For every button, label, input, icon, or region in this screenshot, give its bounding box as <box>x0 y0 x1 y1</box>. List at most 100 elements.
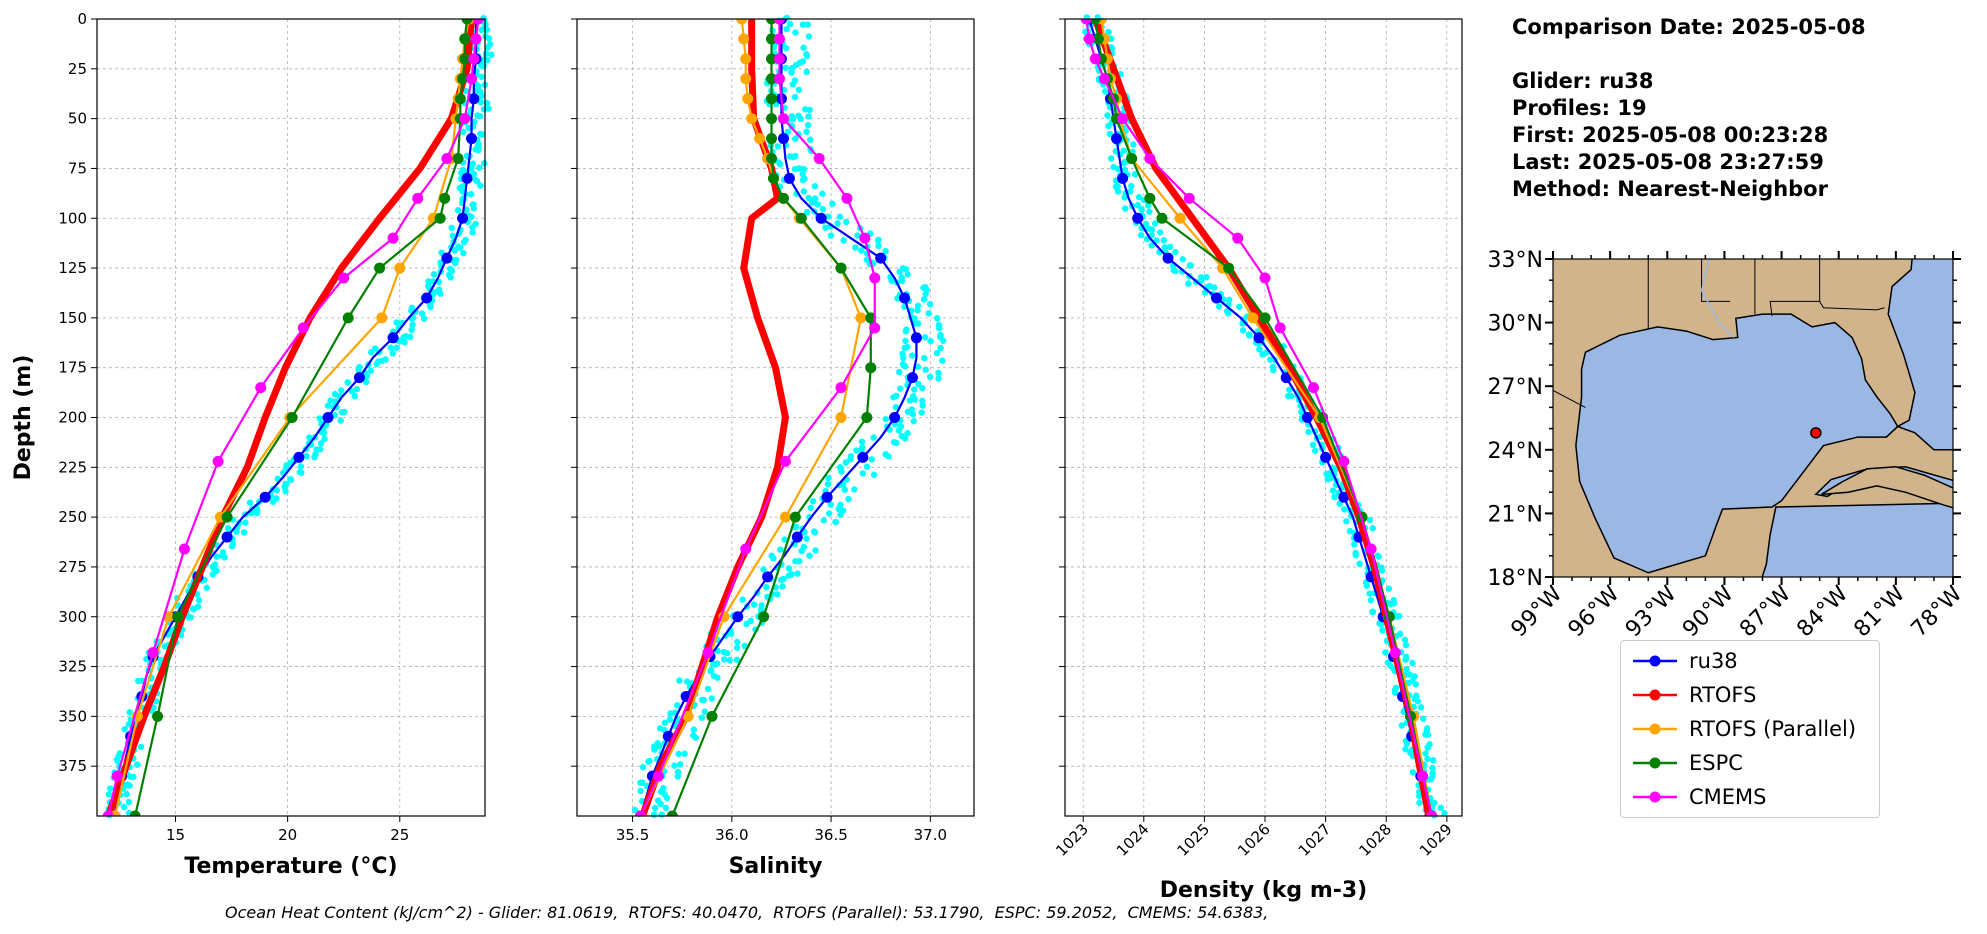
series-point <box>412 192 424 204</box>
glider-profile-point <box>805 113 812 120</box>
glider-profile-point <box>351 392 359 400</box>
series-point <box>441 252 453 264</box>
glider-profile-point <box>348 388 356 395</box>
glider-profile-point <box>841 486 848 493</box>
series-point <box>738 33 750 45</box>
glider-profile-point <box>698 714 705 721</box>
series-point <box>212 455 224 467</box>
glider-profile-point <box>1108 155 1115 162</box>
glider-profile-point <box>1131 171 1139 178</box>
glider-profile-point <box>430 271 438 278</box>
series-point <box>746 113 758 125</box>
glider-profile-point <box>714 660 721 667</box>
series-point <box>821 491 833 503</box>
lon-tick-label: 78°W <box>1907 581 1968 642</box>
glider-profile-point <box>213 553 220 560</box>
glider-profile-point <box>1424 731 1432 739</box>
series-point <box>773 33 785 45</box>
series-point <box>754 133 766 145</box>
glider-profile-point <box>488 51 495 58</box>
glider-profile-point <box>890 394 897 401</box>
glider-profile-point <box>662 804 669 811</box>
series-point <box>461 19 473 25</box>
series-point <box>815 212 827 224</box>
glider-profile-point <box>788 571 795 578</box>
legend-label: ESPC <box>1689 751 1743 775</box>
glider-profile-point <box>676 677 683 684</box>
glider-profile-point <box>475 147 482 154</box>
glider-profile-point <box>807 504 814 511</box>
series-point <box>795 212 807 224</box>
glider-profile-point <box>123 790 130 798</box>
glider-profile-point <box>637 787 644 795</box>
glider-profile-point <box>726 657 733 664</box>
glider-profile-point <box>807 136 814 143</box>
series-point <box>652 770 664 782</box>
series-cmems <box>635 19 881 816</box>
series-point <box>869 322 881 334</box>
series-point <box>1089 53 1101 65</box>
glider-profile-point <box>902 337 909 345</box>
series-point <box>758 611 770 623</box>
glider-profile-point <box>1356 560 1363 567</box>
glider-profile-point <box>297 463 305 470</box>
lon-tick-label: 81°W <box>1849 581 1910 642</box>
series-point <box>1426 810 1438 816</box>
glider-profile-point <box>116 750 124 757</box>
glider-profile-point <box>854 232 861 239</box>
x-tick-label: 1028 <box>1355 820 1395 860</box>
glider-profile-point <box>882 415 889 423</box>
glider-profile-point <box>851 486 858 493</box>
glider-profile-point <box>373 360 380 368</box>
y-tick-label: 100 <box>58 209 87 227</box>
glider-profile-point <box>1409 659 1416 667</box>
glider-profile-point <box>1104 112 1111 119</box>
glider-profile-point <box>105 791 113 798</box>
glider-profile-point <box>1179 256 1186 263</box>
glider-profile-point <box>282 480 289 487</box>
series-point <box>740 543 752 555</box>
lat-tick-label: 24°N <box>1488 439 1543 464</box>
series-rtofs <box>104 19 476 816</box>
glider-profile-point <box>479 131 486 138</box>
series-point <box>1117 172 1129 184</box>
glider-profile-point <box>800 165 807 173</box>
y-tick-label: 0 <box>77 10 87 28</box>
series-point <box>1098 73 1110 85</box>
series-point <box>789 511 801 523</box>
legend-label: RTOFS (Parallel) <box>1689 717 1857 741</box>
lat-tick-label: 33°N <box>1488 248 1543 273</box>
glider-profile-point <box>868 456 876 463</box>
x-tick-label: 35.5 <box>616 826 649 844</box>
glider-profile-point <box>820 517 827 524</box>
glider-profile-point <box>858 438 866 445</box>
glider-profile-point <box>870 434 877 441</box>
glider-profile-point <box>448 224 455 232</box>
glider-profile-point <box>934 314 941 322</box>
lat-tick-label: 30°N <box>1488 312 1543 337</box>
glider-profile-point <box>1429 764 1436 772</box>
x-axis-label: Salinity <box>729 854 823 879</box>
glider-profile-point <box>338 409 346 416</box>
glider-profile-point <box>221 554 228 561</box>
glider-profile-point <box>1215 303 1223 310</box>
glider-profile-point <box>469 224 476 231</box>
glider-profile-point <box>892 404 900 411</box>
y-tick-label: 325 <box>58 658 87 676</box>
glider-profile-point <box>1343 518 1350 525</box>
series-espc <box>666 19 877 816</box>
glider-profile-point <box>704 685 712 693</box>
glider-profile-point <box>187 614 194 621</box>
glider-profile-point <box>804 21 811 28</box>
glider-profile-point <box>919 384 926 392</box>
glider-profile-point <box>1153 237 1160 244</box>
panel-1: 35.5 36.0 36.5 37.0 Salinity <box>571 14 975 879</box>
glider-profile-point <box>253 510 261 517</box>
glider-profile-point <box>282 488 289 495</box>
legend-item-rtofs: RTOFS <box>1631 680 1756 710</box>
series-point <box>1389 647 1401 659</box>
glider-profile-point <box>1378 567 1386 574</box>
glider-profile-point <box>792 29 799 36</box>
x-tick-label: 1029 <box>1416 820 1456 860</box>
glider-profile-point <box>779 583 786 590</box>
